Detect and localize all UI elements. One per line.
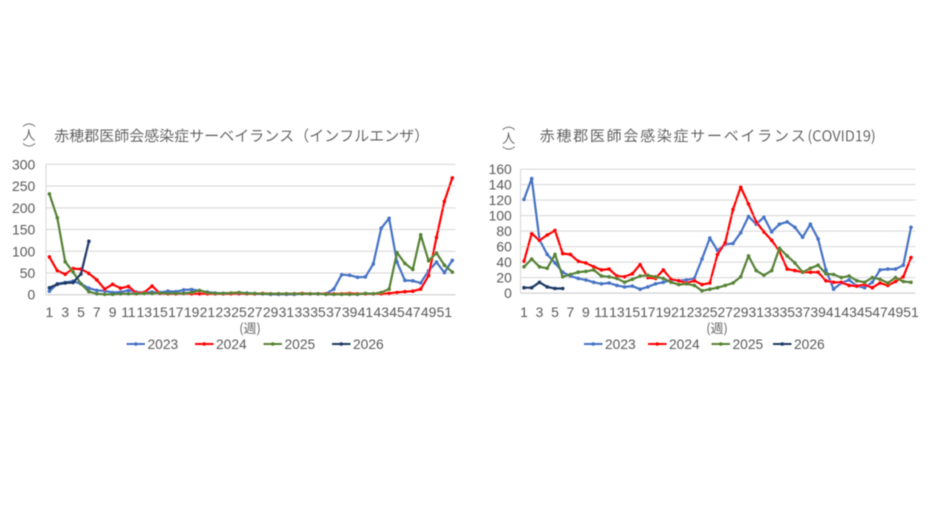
svg-text:31: 31 — [279, 304, 295, 320]
svg-text:45: 45 — [857, 304, 873, 320]
svg-text:45: 45 — [389, 304, 405, 320]
svg-text:60: 60 — [496, 239, 512, 255]
svg-text:23: 23 — [215, 304, 231, 320]
svg-text:51: 51 — [437, 304, 453, 320]
svg-text:25: 25 — [702, 304, 718, 320]
svg-text:2023: 2023 — [148, 337, 179, 352]
svg-text:120: 120 — [489, 192, 512, 208]
svg-text:21: 21 — [671, 304, 687, 320]
svg-text:15: 15 — [152, 304, 168, 320]
svg-text:43: 43 — [373, 304, 389, 320]
svg-text:37: 37 — [326, 304, 342, 320]
svg-text:33: 33 — [764, 304, 780, 320]
svg-text:9: 9 — [582, 304, 590, 320]
svg-text:2024: 2024 — [669, 337, 700, 352]
svg-text:21: 21 — [200, 304, 216, 320]
svg-text:51: 51 — [903, 304, 919, 320]
svg-text:31: 31 — [748, 304, 764, 320]
svg-text:39: 39 — [342, 304, 358, 320]
svg-text:41: 41 — [826, 304, 842, 320]
svg-text:3: 3 — [61, 304, 69, 320]
svg-text:1: 1 — [46, 304, 54, 320]
svg-text:19: 19 — [656, 304, 672, 320]
svg-text:41: 41 — [358, 304, 374, 320]
svg-text:50: 50 — [20, 265, 36, 281]
svg-text:100: 100 — [489, 208, 512, 224]
svg-text:20: 20 — [496, 270, 512, 286]
svg-text:13: 13 — [609, 304, 625, 320]
svg-text:9: 9 — [109, 304, 117, 320]
svg-text:47: 47 — [872, 304, 888, 320]
svg-text:40: 40 — [496, 254, 512, 270]
svg-text:80: 80 — [496, 223, 512, 239]
svg-text:17: 17 — [168, 304, 184, 320]
svg-text:0: 0 — [27, 287, 35, 303]
svg-text:33: 33 — [294, 304, 310, 320]
svg-text:11: 11 — [594, 304, 609, 320]
svg-text:47: 47 — [405, 304, 421, 320]
svg-text:100: 100 — [12, 243, 35, 259]
svg-text:49: 49 — [421, 304, 437, 320]
svg-text:49: 49 — [888, 304, 904, 320]
svg-text:2026: 2026 — [353, 337, 384, 352]
svg-text:43: 43 — [841, 304, 857, 320]
svg-text:250: 250 — [12, 178, 35, 194]
svg-text:25: 25 — [231, 304, 247, 320]
svg-text:2023: 2023 — [605, 337, 636, 352]
svg-text:27: 27 — [717, 304, 733, 320]
svg-text:1: 1 — [520, 304, 528, 320]
svg-text:140: 140 — [489, 177, 512, 193]
svg-text:37: 37 — [795, 304, 811, 320]
svg-text:23: 23 — [687, 304, 703, 320]
svg-text:35: 35 — [779, 304, 795, 320]
svg-text:160: 160 — [489, 161, 512, 177]
svg-text:2024: 2024 — [216, 337, 247, 352]
svg-text:7: 7 — [567, 304, 575, 320]
svg-text:2025: 2025 — [733, 337, 764, 352]
svg-text:17: 17 — [640, 304, 656, 320]
svg-text:200: 200 — [12, 200, 35, 216]
svg-text:29: 29 — [263, 304, 279, 320]
svg-text:5: 5 — [77, 304, 85, 320]
svg-text:2025: 2025 — [285, 337, 316, 352]
svg-text:300: 300 — [12, 156, 35, 172]
svg-text:11: 11 — [121, 304, 136, 320]
svg-text:7: 7 — [93, 304, 101, 320]
svg-text:13: 13 — [136, 304, 152, 320]
svg-text:15: 15 — [625, 304, 641, 320]
svg-text:29: 29 — [733, 304, 749, 320]
svg-text:39: 39 — [810, 304, 826, 320]
svg-text:35: 35 — [310, 304, 326, 320]
svg-text:5: 5 — [551, 304, 559, 320]
svg-text:0: 0 — [504, 285, 512, 301]
svg-text:3: 3 — [536, 304, 544, 320]
svg-text:150: 150 — [12, 222, 35, 238]
svg-text:27: 27 — [247, 304, 263, 320]
svg-text:2026: 2026 — [794, 337, 825, 352]
svg-text:19: 19 — [184, 304, 200, 320]
